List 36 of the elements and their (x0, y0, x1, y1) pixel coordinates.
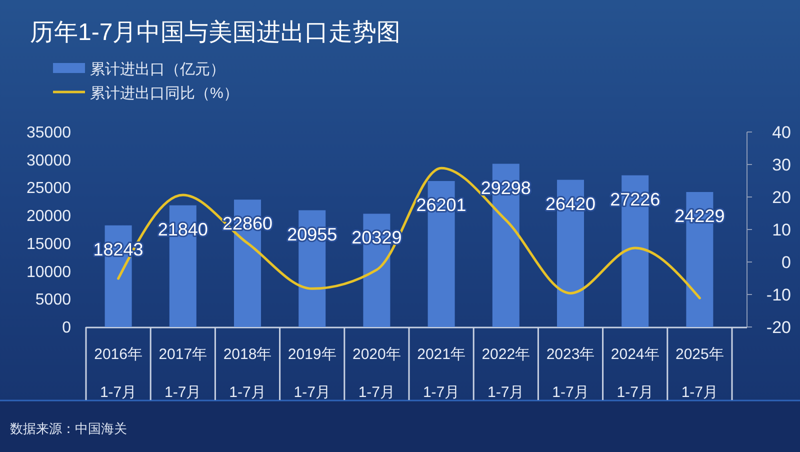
y2-tick-label: 30 (772, 156, 791, 174)
x-tick-label: 2017年 1-7月 (158, 346, 208, 401)
data-label: 27226 (610, 189, 660, 210)
y-tick-label: 15000 (26, 236, 71, 253)
x-tick-label: 2022年 1-7月 (482, 346, 530, 401)
x-tick-label: 2023年 1-7月 (546, 346, 595, 401)
x-tick-label: 2019年 1-7月 (288, 346, 336, 401)
y-tick-label: 0 (62, 320, 71, 336)
data-label: 26420 (545, 194, 596, 214)
y2-tick-label: -10 (766, 286, 791, 304)
annotation: 数据来源：中国海关 (10, 421, 127, 436)
y2-tick-label: -20 (766, 318, 791, 337)
legend-label: 累计进出口同比（%） (90, 85, 238, 102)
x-tick-label: 2020年 1-7月 (352, 346, 401, 401)
data-label: 29298 (480, 178, 531, 198)
y2-tick-label: 40 (772, 123, 791, 142)
x-tick-label: 2021年 1-7月 (417, 346, 466, 401)
legend-label: 累计进出口（亿元） (90, 61, 225, 78)
title: 历年1-7月中国与美国进出口走势图 (30, 19, 401, 46)
x-tick-label: 2018年 1-7月 (223, 346, 272, 401)
y2-tick-label: 10 (772, 220, 791, 240)
y-tick-label: 30000 (26, 152, 71, 170)
y2-tick-label: 0 (782, 253, 791, 272)
y-tick-label: 25000 (26, 180, 71, 198)
x-tick-label: 2025年 1-7月 (676, 346, 724, 401)
y-tick-label: 20000 (26, 208, 71, 226)
y2-tick-label: 20 (772, 188, 791, 207)
y-tick-label: 10000 (26, 264, 71, 281)
y-tick-label: 35000 (26, 124, 71, 142)
y-tick-label: 5000 (35, 292, 71, 309)
data-label: 24229 (674, 206, 725, 226)
data-label: 26201 (416, 195, 466, 216)
x-tick-label: 2016年 1-7月 (94, 346, 142, 401)
data-label: 21840 (158, 219, 208, 240)
x-tick-label: 2024年 1-7月 (610, 346, 660, 401)
data-label: 20955 (287, 224, 338, 244)
